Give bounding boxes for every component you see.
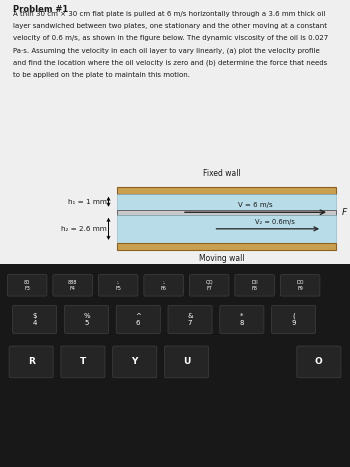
Text: (
9: ( 9 [292, 313, 296, 326]
Bar [117, 215, 336, 243]
FancyBboxPatch shape [272, 305, 316, 333]
FancyBboxPatch shape [235, 275, 274, 296]
FancyBboxPatch shape [64, 305, 108, 333]
Text: *
8: * 8 [240, 313, 244, 326]
Text: 80
F3: 80 F3 [24, 280, 30, 291]
Text: F: F [341, 208, 346, 217]
FancyBboxPatch shape [280, 275, 320, 296]
Text: :.
F6: :. F6 [161, 280, 167, 291]
Text: DO
F9: DO F9 [296, 280, 304, 291]
Text: R: R [28, 357, 35, 367]
Text: $
4: $ 4 [33, 313, 37, 326]
Text: h₁ = 1 mm: h₁ = 1 mm [68, 199, 107, 205]
Text: %
5: % 5 [83, 313, 90, 326]
Text: DII
F8: DII F8 [251, 280, 258, 291]
Text: &
7: & 7 [187, 313, 193, 326]
FancyBboxPatch shape [116, 305, 160, 333]
Bar [117, 187, 336, 194]
FancyBboxPatch shape [13, 305, 57, 333]
Bar [0, 264, 350, 467]
Text: Fixed wall: Fixed wall [203, 170, 241, 178]
Bar [117, 194, 336, 210]
Text: Y: Y [132, 357, 138, 367]
FancyBboxPatch shape [164, 346, 209, 378]
Text: layer sandwiched between two plates, one stationary and the other moving at a co: layer sandwiched between two plates, one… [13, 23, 327, 29]
Text: O: O [315, 357, 323, 367]
Text: A thin 30 cm × 30 cm flat plate is pulled at 6 m/s horizontally through a 3.6 mm: A thin 30 cm × 30 cm flat plate is pulle… [13, 11, 326, 17]
Bar [117, 210, 336, 215]
Text: V₂ = 0.6m/s: V₂ = 0.6m/s [255, 219, 295, 225]
FancyBboxPatch shape [53, 275, 92, 296]
FancyBboxPatch shape [113, 346, 157, 378]
FancyBboxPatch shape [144, 275, 183, 296]
Bar [117, 243, 336, 250]
Bar [0, 0, 350, 264]
Text: QQ
F7: QQ F7 [205, 280, 213, 291]
FancyBboxPatch shape [98, 275, 138, 296]
FancyBboxPatch shape [220, 305, 264, 333]
Text: V = 6 m/s: V = 6 m/s [238, 202, 273, 208]
FancyBboxPatch shape [168, 305, 212, 333]
Text: 888
F4: 888 F4 [68, 280, 77, 291]
Text: and find the location where the oil velocity is zero and (b) determine the force: and find the location where the oil velo… [13, 60, 327, 66]
Text: U: U [183, 357, 190, 367]
Text: velocity of 0.6 m/s, as shown in the figure below. The dynamic viscosity of the : velocity of 0.6 m/s, as shown in the fig… [13, 35, 328, 42]
Text: ^
6: ^ 6 [135, 313, 141, 326]
FancyBboxPatch shape [61, 346, 105, 378]
FancyBboxPatch shape [9, 346, 53, 378]
Text: Moving wall: Moving wall [199, 254, 245, 262]
FancyBboxPatch shape [189, 275, 229, 296]
Text: Pa·s. Assuming the velocity in each oil layer to vary linearly, (a) plot the vel: Pa·s. Assuming the velocity in each oil … [13, 48, 320, 54]
Text: to be applied on the plate to maintain this motion.: to be applied on the plate to maintain t… [13, 72, 190, 78]
FancyBboxPatch shape [7, 275, 47, 296]
Text: T: T [80, 357, 86, 367]
Text: Problem #1: Problem #1 [13, 5, 68, 14]
FancyBboxPatch shape [297, 346, 341, 378]
Text: :.
F5: :. F5 [115, 280, 121, 291]
Text: h₂ = 2.6 mm: h₂ = 2.6 mm [61, 226, 107, 232]
